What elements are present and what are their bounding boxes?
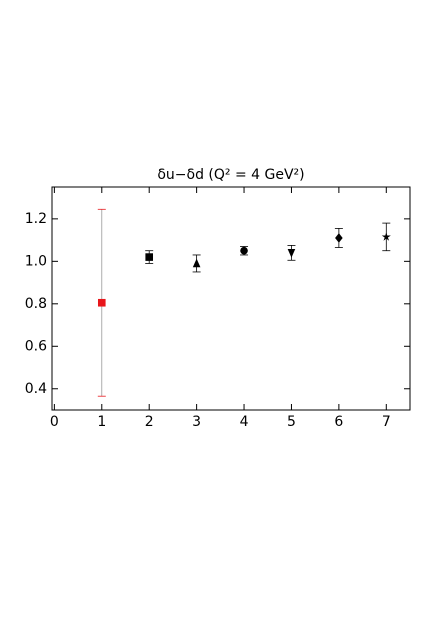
x-tick-label: 5 xyxy=(287,414,296,430)
marker xyxy=(145,253,154,261)
marker xyxy=(381,232,391,241)
chart-title: δu−δd (Q² = 4 GeV²) xyxy=(157,167,304,183)
x-tick-label: 6 xyxy=(334,414,343,430)
y-tick-label: 1.2 xyxy=(25,211,47,227)
x-tick-label: 3 xyxy=(192,414,201,430)
y-tick-label: 0.8 xyxy=(25,296,47,312)
plot-frame xyxy=(51,186,411,411)
x-tick-label: 0 xyxy=(50,414,59,430)
marker xyxy=(192,258,201,268)
y-tick-label: 1.0 xyxy=(25,253,47,269)
y-tick-label: 0.4 xyxy=(25,381,47,397)
marker xyxy=(97,298,106,307)
x-tick-label: 4 xyxy=(240,414,249,430)
marker xyxy=(287,249,296,258)
marker xyxy=(240,246,248,255)
x-tick-label: 2 xyxy=(145,414,154,430)
y-tick-label: 0.6 xyxy=(25,338,47,354)
x-tick-label: 1 xyxy=(97,414,106,430)
x-tick-label: 7 xyxy=(382,414,391,430)
marker xyxy=(335,233,343,243)
